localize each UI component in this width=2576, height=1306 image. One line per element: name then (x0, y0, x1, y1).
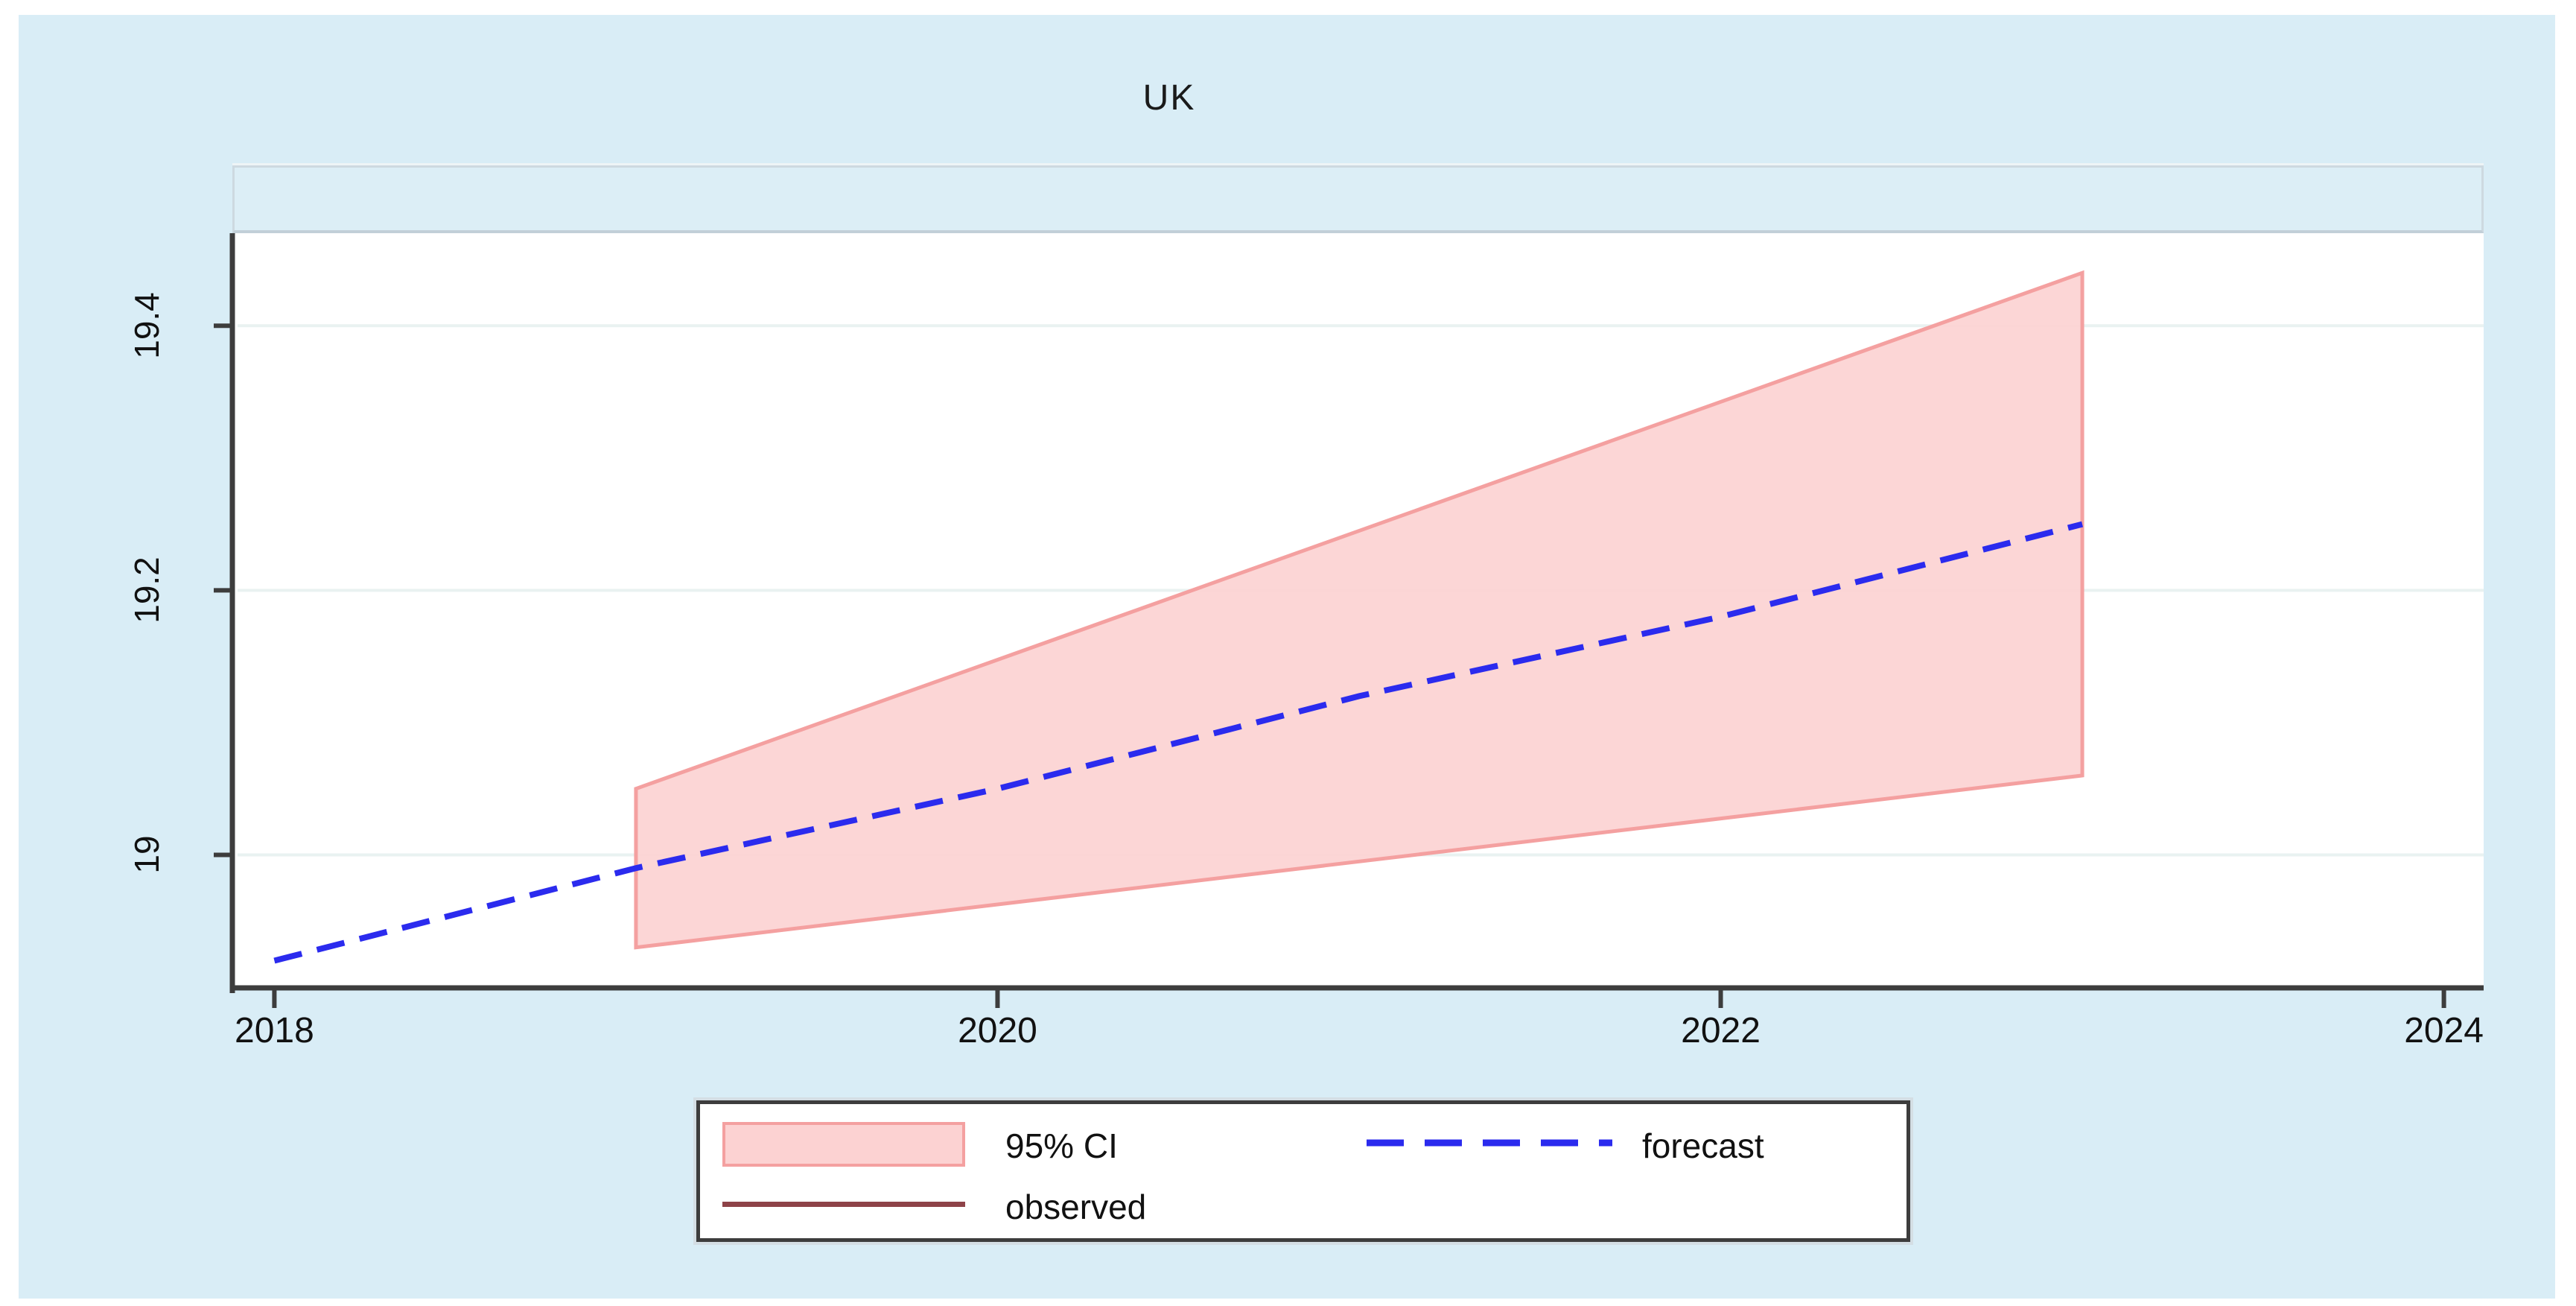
x-tick-label: 2018 (235, 1011, 314, 1050)
plot-strip (232, 165, 2484, 233)
legend-swatch-observed (722, 1202, 965, 1207)
legend-label-observed: observed (1005, 1188, 1147, 1226)
x-tick-label: 2024 (2404, 1011, 2484, 1050)
legend-swatch-forecast (1367, 1139, 1612, 1147)
plot-graphics (214, 233, 2484, 1008)
legend-label-forecast: forecast (1642, 1126, 1764, 1165)
legend-label-ci: 95% CI (1005, 1126, 1118, 1165)
legend-swatch-ci (722, 1122, 965, 1167)
chart-canvas: UK 19 19.2 19.4 2018 2020 2022 2024 95% CI for… (19, 15, 2555, 1299)
legend: 95% CI forecast observed (696, 1100, 1910, 1242)
y-tick-label: 19.2 (127, 557, 166, 624)
y-tick-label: 19 (127, 835, 166, 875)
y-tick-label: 19.4 (127, 292, 166, 360)
forecast-line (273, 521, 2084, 964)
x-tick-label: 2020 (958, 1011, 1037, 1050)
chart-title: UK (1142, 78, 1196, 118)
ci-band (634, 270, 2084, 950)
x-tick-label: 2022 (1681, 1011, 1761, 1050)
